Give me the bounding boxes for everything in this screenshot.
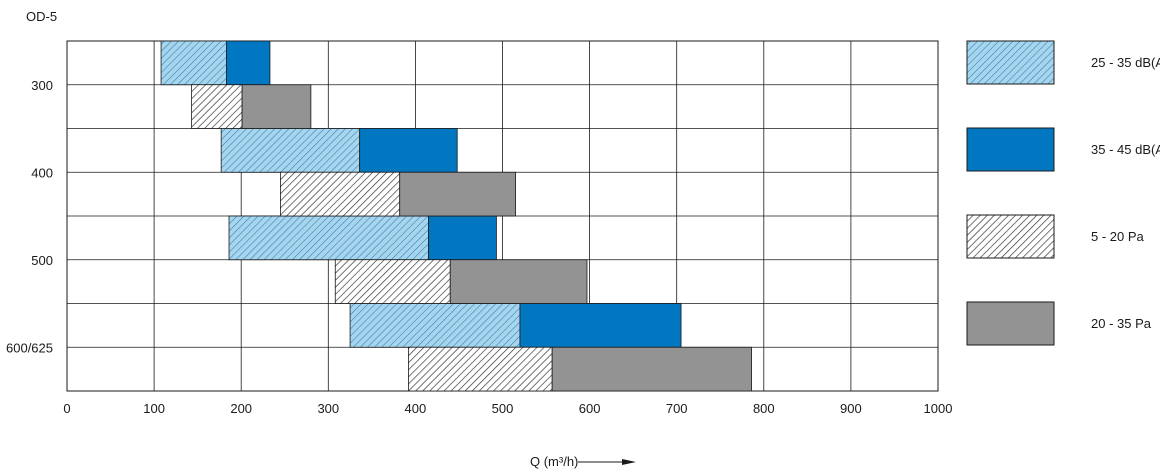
x-tick-label: 400 [405, 401, 427, 416]
x-tick-label: 600 [579, 401, 601, 416]
bar-pressure-high [551, 346, 753, 392]
bar-pressure-low [191, 84, 243, 129]
x-tick-labels: 0 100 200 300 400 500 600 700 800 900 1000 [63, 401, 952, 416]
bar-pressure-high [449, 259, 588, 304]
x-tick-label: 700 [666, 401, 688, 416]
y-tick-label: 400 [31, 165, 53, 180]
bar-noise-low [228, 215, 429, 261]
x-tick-label: 100 [143, 401, 165, 416]
y-tick-label: 300 [31, 78, 53, 93]
bar-noise-high [225, 40, 271, 86]
y-tick-label: 500 [31, 253, 53, 268]
legend-swatch-pressure-low [966, 214, 1055, 259]
x-axis-title: Q (m³/h) [530, 454, 636, 469]
bar-pressure-low [334, 259, 451, 304]
y-tick-label: 600/625 [6, 340, 53, 355]
x-tick-label: 900 [840, 401, 862, 416]
x-axis-label: Q (m³/h) [530, 454, 578, 469]
legend-label: 20 - 35 Pa [1091, 316, 1152, 331]
bar-noise-high [519, 303, 682, 348]
legend-swatch-noise-high [966, 127, 1055, 172]
chart-legend: 25 - 35 dB(A) 35 - 45 dB(A) 5 - 20 Pa 20 - … [966, 40, 1160, 346]
bar-noise-low [220, 128, 361, 173]
bar-noise-high [428, 215, 497, 261]
bar-pressure-low [279, 171, 401, 217]
bar-noise-low [349, 303, 521, 348]
y-tick-labels: 300 400 500 600/625 [6, 78, 53, 356]
legend-label: 35 - 45 dB(A) [1091, 142, 1160, 157]
bar-noise-low [160, 40, 227, 86]
bar-noise-high [359, 128, 458, 173]
bar-pressure-high [399, 171, 516, 217]
x-axis-arrow-head [622, 459, 636, 465]
x-tick-label: 1000 [924, 401, 953, 416]
legend-label: 25 - 35 dB(A) [1091, 55, 1160, 70]
chart-bars [160, 40, 753, 392]
legend-swatch-noise-low [966, 40, 1055, 85]
bar-pressure-high [241, 84, 312, 129]
legend-label: 5 - 20 Pa [1091, 229, 1145, 244]
x-tick-label: 800 [753, 401, 775, 416]
x-tick-label: 300 [317, 401, 339, 416]
legend-swatch-pressure-high [966, 301, 1055, 346]
x-tick-label: 500 [492, 401, 514, 416]
x-tick-label: 200 [230, 401, 252, 416]
chart-corner-label: OD-5 [26, 9, 57, 24]
bar-pressure-low [408, 346, 553, 392]
x-tick-label: 0 [63, 401, 70, 416]
